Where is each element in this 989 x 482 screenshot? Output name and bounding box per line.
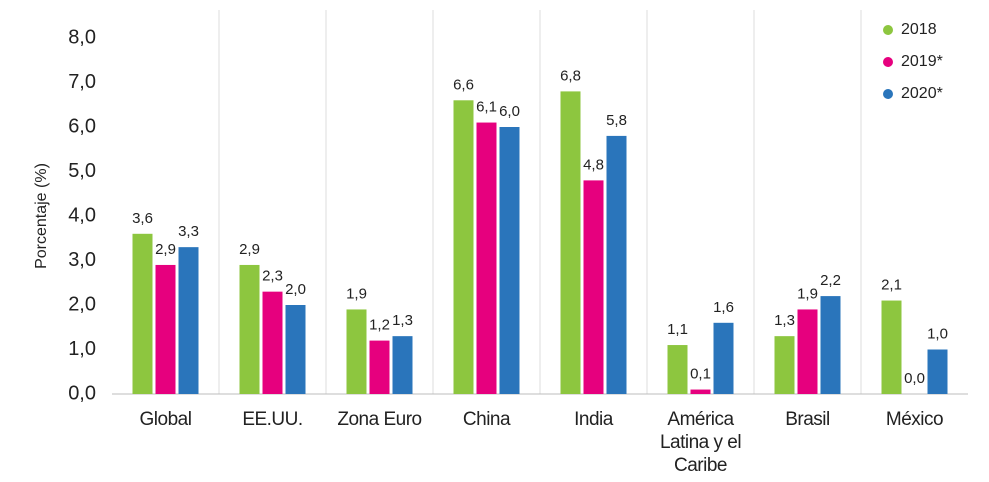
data-label: 6,6	[453, 76, 474, 93]
bar	[132, 233, 153, 394]
x-tick-label: Brasil	[785, 409, 830, 430]
bar	[713, 322, 734, 394]
bar	[369, 340, 390, 394]
y-tick-label: 4,0	[68, 204, 96, 226]
y-tick-label: 8,0	[68, 26, 96, 48]
bar	[797, 309, 818, 394]
legend-label: 2019*	[901, 53, 943, 70]
data-label: 2,1	[881, 277, 902, 294]
bar	[155, 264, 176, 394]
data-label: 1,9	[797, 285, 818, 302]
bar	[178, 247, 199, 394]
data-label: 1,3	[774, 312, 795, 329]
x-tick-label: EE.UU.	[242, 409, 303, 430]
data-label: 1,1	[667, 321, 688, 338]
legend-label: 2018	[901, 21, 937, 38]
x-tick-label: Zona Euro	[337, 409, 422, 430]
data-label: 3,3	[178, 223, 199, 240]
bar	[392, 336, 413, 394]
data-label: 2,9	[155, 241, 176, 258]
x-tick-label: Global	[139, 409, 192, 430]
y-tick-label: 5,0	[68, 160, 96, 182]
bar	[667, 345, 688, 394]
data-label: 1,9	[346, 285, 367, 302]
bar	[262, 291, 283, 394]
y-tick-label: 1,0	[68, 338, 96, 360]
bar	[927, 349, 948, 394]
legend-marker	[883, 89, 893, 99]
data-label: 6,0	[499, 103, 520, 120]
legend-marker	[883, 57, 893, 67]
y-tick-label: 7,0	[68, 71, 96, 93]
legend-label: 2020*	[901, 85, 943, 102]
x-tick-label: México	[885, 409, 944, 430]
data-label: 2,3	[262, 268, 283, 285]
y-tick-label: 6,0	[68, 115, 96, 137]
data-label: 4,8	[583, 156, 604, 173]
y-tick-label: 2,0	[68, 293, 96, 315]
bar	[881, 300, 902, 394]
data-label: 1,2	[369, 317, 390, 334]
y-tick-label: 0,0	[68, 382, 96, 404]
data-label: 6,8	[560, 67, 581, 84]
data-label: 6,1	[476, 99, 497, 116]
bar	[239, 264, 260, 394]
data-label: 2,2	[820, 272, 841, 289]
bar	[583, 180, 604, 394]
data-label: 3,6	[132, 210, 153, 227]
data-label: 2,0	[285, 281, 306, 298]
bar	[346, 309, 367, 394]
bar	[774, 336, 795, 394]
data-label: 0,1	[690, 366, 711, 383]
bar	[453, 100, 474, 395]
x-tick-label: China	[462, 409, 511, 430]
bar	[690, 389, 711, 394]
bar	[476, 122, 497, 395]
bar	[285, 305, 306, 394]
data-label: 1,0	[927, 325, 948, 342]
bar	[560, 91, 581, 395]
data-label: 1,3	[392, 312, 413, 329]
bar	[499, 127, 520, 394]
data-label: 2,9	[239, 241, 260, 258]
bar	[606, 135, 627, 394]
data-label: 1,6	[713, 299, 734, 316]
data-label: 0,0	[904, 370, 925, 387]
data-label: 5,8	[606, 112, 627, 129]
y-axis-label: Porcentaje (%)	[33, 163, 50, 269]
legend-marker	[883, 25, 893, 35]
y-tick-label: 3,0	[68, 249, 96, 271]
x-tick-label: India	[574, 409, 613, 430]
bar	[820, 296, 841, 394]
x-tick-label: América Latina y el Caribe	[659, 409, 742, 476]
